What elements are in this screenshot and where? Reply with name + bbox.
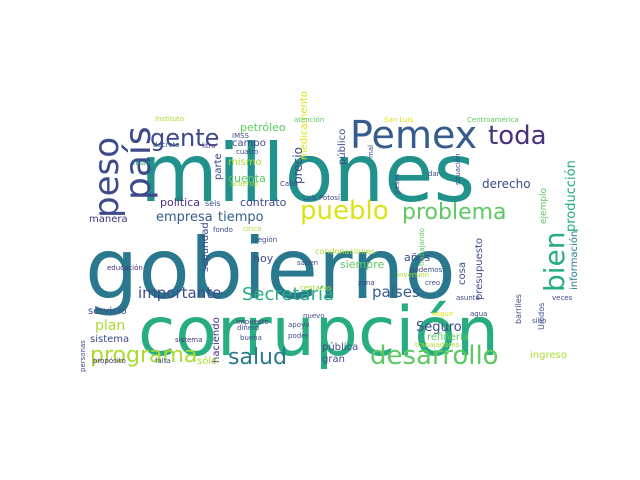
word-ingreso: ingreso — [530, 350, 567, 361]
word-creo: creo — [425, 279, 440, 287]
word-peso: peso — [87, 137, 127, 218]
word-anos: años — [404, 251, 430, 264]
word-san-luis: San Luis — [384, 116, 414, 124]
word-instituto: Instituto — [155, 115, 184, 123]
word-gran: gran — [322, 354, 345, 365]
word-impuesto: impuesto — [236, 318, 269, 326]
word-seis: seis — [205, 199, 220, 208]
word-politica: política — [160, 196, 200, 209]
word-trabajando: trabajando — [418, 228, 426, 266]
word-falta: falta — [155, 357, 171, 365]
word-pemex: Pemex — [350, 113, 477, 157]
word-litro: litro — [202, 142, 216, 150]
word-agua: agua — [470, 310, 487, 318]
word-cuenta: cuenta — [228, 172, 266, 185]
word-dar: dar — [428, 170, 440, 178]
word-campo: campo — [232, 138, 266, 149]
word-podemos: podemos — [410, 266, 443, 274]
word-inversion: inversión — [397, 271, 429, 279]
word-buena: buena — [240, 334, 262, 342]
word-educacion: educación — [107, 264, 143, 272]
word-salud: salud — [228, 345, 287, 370]
word-contrato: contrato — [240, 196, 287, 209]
word-sistema: sistema — [90, 334, 129, 345]
word-millones: millones — [140, 127, 475, 220]
word-acuerdo: acuerdo — [230, 180, 258, 188]
word-servicio: servicio — [88, 306, 127, 317]
word-atencion: atención — [294, 116, 324, 124]
word-mismo: mismo — [228, 157, 262, 168]
word-cuatro: cuatro — [236, 148, 258, 156]
word-personas: personas — [79, 340, 87, 372]
word-cosa: cosa — [457, 262, 468, 285]
word-medicamento: medicamento — [299, 91, 310, 160]
word-plan: plan — [95, 318, 125, 334]
word-seguridad: seguridad — [200, 222, 211, 272]
word-haciendo: haciendo — [211, 317, 222, 363]
word-veces: veces — [552, 294, 573, 302]
word-tiempo: tiempo — [218, 210, 264, 225]
word-importante: importante — [138, 284, 221, 302]
word-centavos: centavos — [300, 284, 332, 292]
word-pueblo: pueblo — [300, 196, 389, 226]
word-parte: parte — [213, 153, 224, 180]
word-mal: mal — [367, 145, 375, 158]
word-produccion: producción — [564, 160, 579, 232]
word-toda: toda — [488, 121, 547, 151]
word-decreto: decreto — [153, 141, 180, 149]
word-sino: sino — [532, 317, 546, 325]
word-gente: gente — [150, 124, 219, 152]
word-proposito: propósito — [93, 357, 126, 365]
word-barriles: barriles — [514, 294, 523, 324]
word-desarrollo: desarrollo — [370, 341, 499, 371]
word-hoy: hoy — [253, 252, 274, 265]
word-apoyo: apoyo — [288, 321, 309, 329]
word-historia: historia — [133, 159, 159, 167]
word-siempre: siempre — [340, 258, 385, 271]
word-corrupcion: corrupción — [138, 293, 499, 372]
word-trabajadores: trabajadores — [415, 341, 460, 349]
word-publica: pública — [322, 341, 358, 353]
word-solo: sólo — [197, 355, 217, 367]
word-fondo: fondo — [213, 226, 233, 234]
word-condonaciones: condonaciones — [315, 247, 375, 256]
word-pais: país — [118, 126, 159, 200]
word-precio: precio — [291, 147, 305, 184]
word-manera: manera — [89, 214, 128, 225]
word-publico: público — [336, 129, 348, 165]
word-region: región — [255, 236, 277, 244]
word-dinero: dinero — [237, 324, 259, 332]
word-centroamerica: Centroamérica — [467, 116, 519, 124]
word-programa: programa — [90, 343, 197, 368]
word-cinco: cinco — [243, 225, 261, 233]
word-presupuesto: presupuesto — [474, 238, 485, 300]
word-sistema-small: sistema — [175, 336, 202, 344]
word-secretaria: Secretaría — [242, 284, 334, 305]
word-imss: IMSS — [232, 132, 250, 140]
word-nuevo: nuevo — [303, 312, 325, 320]
word-luis-potosi: Luis Potosí — [303, 194, 341, 202]
word-bien: bien — [538, 231, 571, 292]
word-refineria: refinería — [427, 331, 469, 343]
word-gobierno: gobierno — [85, 220, 456, 318]
word-saben: saben — [297, 259, 318, 267]
word-cabo: Cabo — [280, 180, 298, 188]
word-zona: zona — [358, 279, 375, 287]
word-petroleo: petróleo — [240, 121, 286, 134]
word-unidos: Unidos — [537, 303, 546, 330]
word-derecho: derecho — [482, 177, 531, 191]
word-situacion: situación — [454, 153, 462, 185]
word-seguir: seguir — [432, 310, 454, 318]
word-poder: poder — [288, 332, 308, 340]
word-asunto: asunto — [456, 294, 480, 302]
word-pesos: pesos — [393, 173, 401, 194]
word-seguro: Seguro — [416, 320, 462, 335]
word-problema: problema — [402, 200, 507, 225]
word-informacion: información — [568, 231, 580, 290]
word-ejemplo: ejemplo — [539, 187, 549, 224]
word-empresa: empresa — [156, 210, 213, 225]
word-paises: países — [372, 283, 420, 301]
